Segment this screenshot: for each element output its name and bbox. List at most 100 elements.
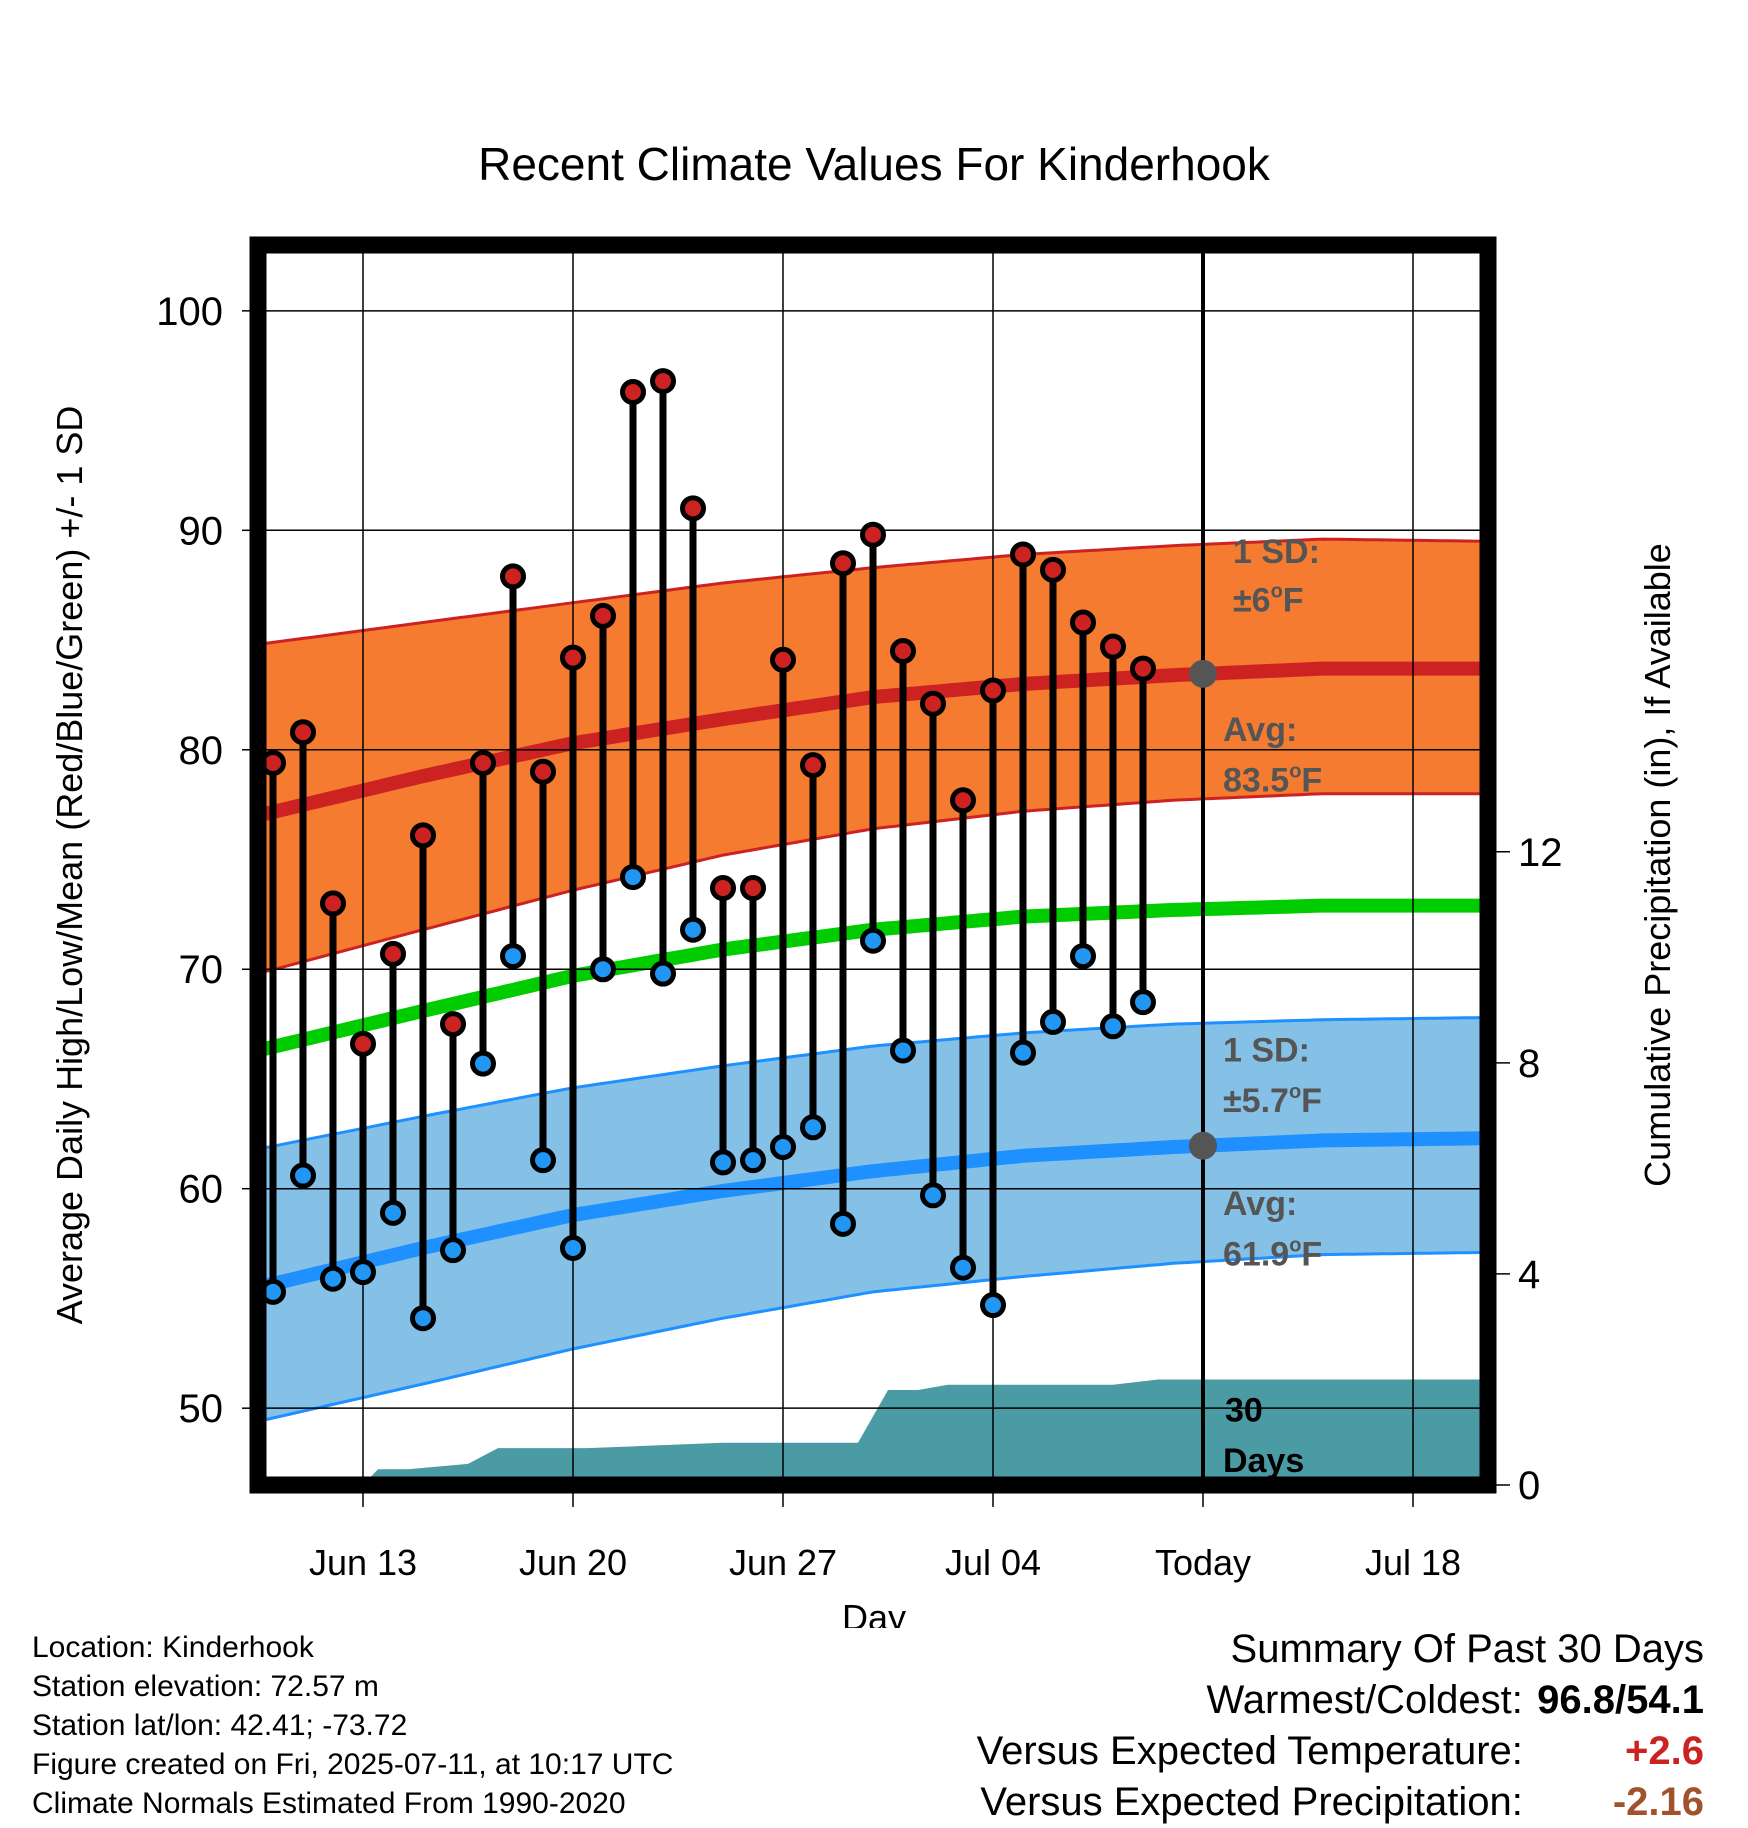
daily-low-point xyxy=(440,1237,466,1264)
low-avg-label: Avg: xyxy=(1223,1185,1297,1223)
summary-temp-row: Versus Expected Temperature: +2.6 xyxy=(977,1726,1704,1777)
daily-high-point xyxy=(920,690,946,717)
low-sd-band xyxy=(258,1017,1488,1422)
daily-high-point xyxy=(950,787,976,814)
summary-warmest-value: 96.8/54.1 xyxy=(1537,1678,1704,1722)
daily-low-point xyxy=(560,1234,586,1261)
x-tick-label: Jul 18 xyxy=(1365,1542,1461,1583)
precip-area xyxy=(258,1379,1488,1485)
y-tick-label: 70 xyxy=(179,948,224,992)
y2-tick-label: 0 xyxy=(1518,1464,1540,1508)
y-tick-label: 100 xyxy=(156,290,223,334)
daily-low-point xyxy=(800,1114,826,1141)
daily-high-point xyxy=(770,646,796,673)
daily-high-point xyxy=(380,940,406,967)
daily-high-point xyxy=(860,521,886,548)
precip-label-30: 30 xyxy=(1225,1391,1263,1429)
summary-panel: Summary Of Past 30 Days Warmest/Coldest:… xyxy=(977,1624,1704,1828)
y-tick-label: 80 xyxy=(179,729,224,773)
daily-low-point xyxy=(710,1149,736,1176)
high-avg-label: Avg: xyxy=(1223,711,1297,749)
daily-high-point xyxy=(800,752,826,779)
daily-low-point xyxy=(950,1254,976,1281)
daily-high-point xyxy=(710,875,736,902)
x-tick-label: Jul 04 xyxy=(945,1542,1041,1583)
summary-warmest-label: Warmest/Coldest: xyxy=(1206,1678,1523,1722)
y-axis-title: Average Daily High/Low/Mean (Red/Blue/Gr… xyxy=(49,406,90,1325)
created-text: Figure created on Fri, 2025-07-11, at 10… xyxy=(32,1748,674,1781)
normal-low-line xyxy=(258,1131,1488,1295)
x-tick-label: Jun 20 xyxy=(519,1542,627,1583)
daily-low-point xyxy=(1040,1008,1066,1035)
summary-temp-label: Versus Expected Temperature: xyxy=(976,1729,1523,1773)
latlon-text: Station lat/lon: 42.41; -73.72 xyxy=(32,1709,408,1742)
low-sd-label: 1 SD: xyxy=(1223,1031,1310,1069)
daily-high-point xyxy=(440,1011,466,1038)
daily-low-point xyxy=(290,1162,316,1189)
daily-high-point xyxy=(1040,556,1066,583)
daily-high-point xyxy=(320,890,346,917)
daily-high-point xyxy=(560,644,586,671)
daily-low-point xyxy=(320,1265,346,1292)
daily-high-point xyxy=(500,563,526,590)
x-tick-label: Jun 13 xyxy=(309,1542,417,1583)
daily-low-point xyxy=(860,927,886,954)
daily-high-point xyxy=(1010,541,1036,568)
daily-high-point xyxy=(1070,609,1096,636)
plot-frame xyxy=(249,236,1497,1494)
daily-low-point xyxy=(1010,1039,1036,1066)
today-high-avg-marker xyxy=(1189,659,1217,688)
y-tick-label: 50 xyxy=(179,1387,224,1431)
summary-temp-value: +2.6 xyxy=(1625,1729,1704,1773)
daily-low-point xyxy=(410,1305,436,1332)
daily-high-point xyxy=(470,749,496,776)
daily-high-point xyxy=(1100,633,1126,660)
high-sd-label: 1 SD: xyxy=(1233,533,1320,571)
low-band-upper-edge xyxy=(258,1016,1488,1151)
daily-high-point xyxy=(740,875,766,902)
daily-low-point xyxy=(590,956,616,983)
location-text: Location: Kinderhook xyxy=(32,1631,314,1664)
elevation-text: Station elevation: 72.57 m xyxy=(32,1670,379,1703)
daily-low-point xyxy=(830,1210,856,1237)
daily-low-point xyxy=(530,1147,556,1174)
summary-precip-row: Versus Expected Precipitation: -2.16 xyxy=(977,1777,1704,1828)
x-tick-label: Jun 27 xyxy=(729,1542,837,1583)
summary-title: Summary Of Past 30 Days xyxy=(1230,1627,1704,1671)
daily-high-point xyxy=(350,1030,376,1057)
daily-low-point xyxy=(1130,989,1156,1016)
daily-high-point xyxy=(1130,655,1156,682)
x-axis-title: Day xyxy=(842,1597,906,1628)
daily-low-point xyxy=(470,1050,496,1077)
precip-label-days: Days xyxy=(1223,1442,1304,1480)
daily-low-point xyxy=(1100,1013,1126,1040)
x-tick-label: Today xyxy=(1155,1542,1251,1583)
daily-low-point xyxy=(680,916,706,943)
daily-high-point xyxy=(410,822,436,849)
low-avg-value: 61.9oF xyxy=(1223,1235,1322,1274)
y-tick-label: 90 xyxy=(179,509,224,553)
daily-low-point xyxy=(980,1292,1006,1319)
y-tick-label: 60 xyxy=(179,1168,224,1212)
daily-low-point xyxy=(620,864,646,891)
daily-high-point xyxy=(980,677,1006,704)
daily-low-point xyxy=(920,1182,946,1209)
chart-title: Recent Climate Values For Kinderhook xyxy=(478,138,1271,190)
normals-text: Climate Normals Estimated From 1990-2020 xyxy=(32,1787,626,1820)
low-sd-value: ±5.7oF xyxy=(1223,1081,1322,1120)
daily-high-point xyxy=(620,379,646,406)
summary-precip-value: -2.16 xyxy=(1612,1780,1704,1824)
daily-high-point xyxy=(650,368,676,395)
daily-low-point xyxy=(740,1147,766,1174)
summary-warmest-row: Warmest/Coldest: 96.8/54.1 xyxy=(977,1675,1705,1726)
today-low-avg-marker xyxy=(1189,1131,1217,1160)
low-band-lower-edge xyxy=(258,1250,1488,1423)
daily-high-point xyxy=(590,602,616,629)
daily-low-point xyxy=(650,960,676,987)
daily-high-point xyxy=(680,495,706,522)
climate-chart: Recent Climate Values For Kinderhook 1 S… xyxy=(49,138,1678,1628)
daily-high-point xyxy=(890,638,916,665)
y2-tick-label: 8 xyxy=(1518,1042,1540,1086)
daily-high-point xyxy=(290,719,316,746)
daily-low-point xyxy=(890,1037,916,1064)
